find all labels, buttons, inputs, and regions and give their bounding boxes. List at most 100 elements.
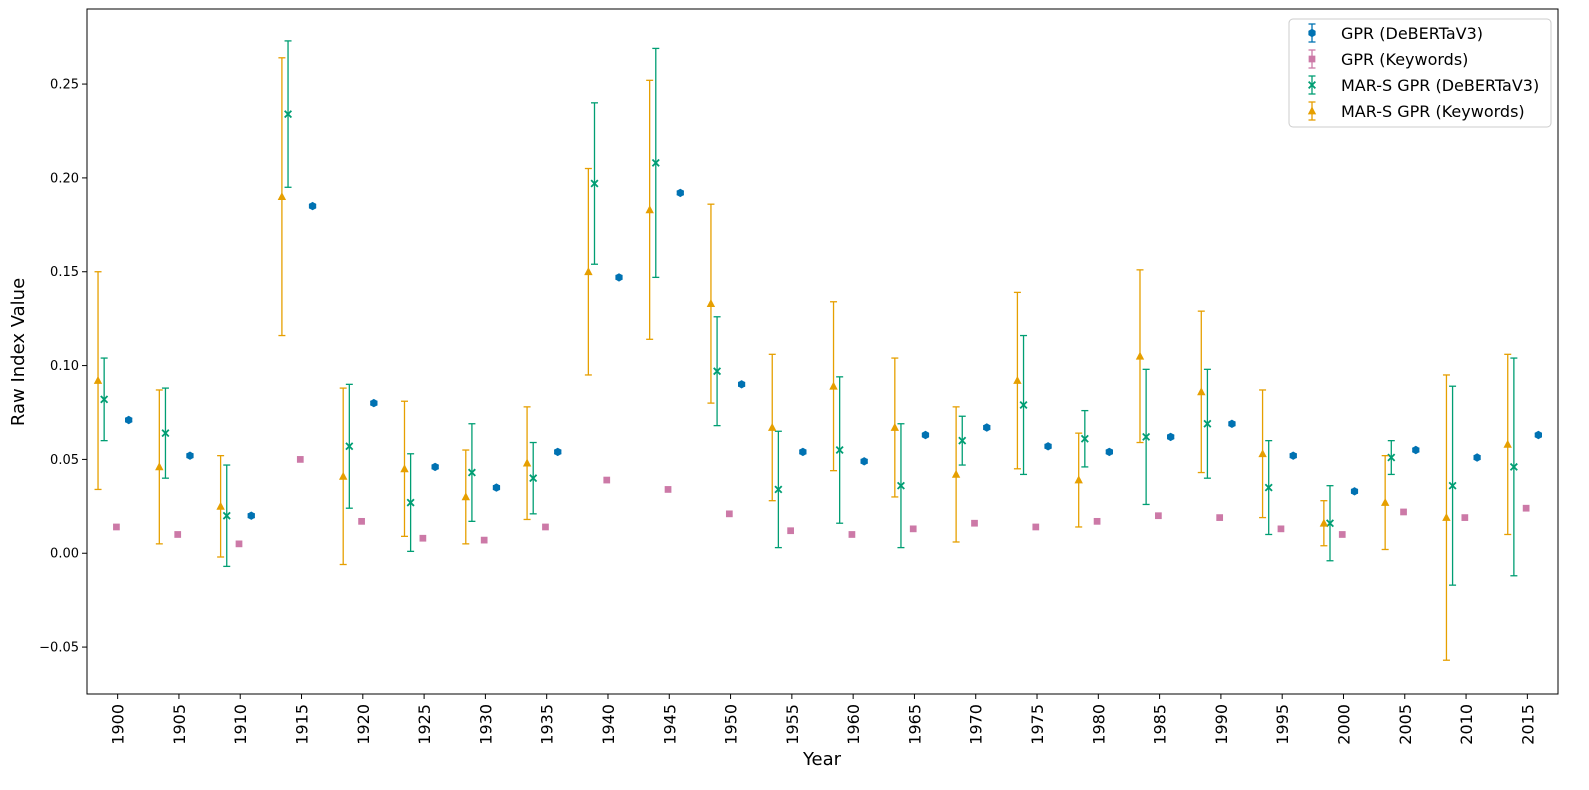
data-point	[890, 357, 899, 498]
x-marker-stroke	[1203, 419, 1212, 428]
triangle-marker	[1503, 439, 1512, 448]
x-marker-stroke	[345, 442, 354, 451]
square-marker	[113, 523, 120, 531]
data-point	[896, 423, 905, 549]
data-point	[1155, 512, 1162, 520]
hexagon-marker	[1350, 487, 1359, 496]
hexagon-marker	[799, 447, 807, 457]
x-marker	[1264, 483, 1273, 492]
plot-frame	[86, 8, 1559, 695]
x-marker	[958, 436, 967, 445]
data-point	[235, 540, 243, 548]
square-marker	[1400, 508, 1407, 516]
x-marker	[713, 367, 722, 376]
data-point	[738, 380, 746, 389]
data-point	[829, 301, 838, 472]
x-tick-label: 1985	[1151, 704, 1170, 745]
data-point	[222, 464, 231, 568]
x-marker-stroke	[958, 436, 967, 445]
data-point	[1032, 523, 1040, 531]
data-point	[216, 455, 225, 558]
x-marker	[529, 474, 538, 483]
data-point	[113, 523, 120, 531]
triangle-marker	[706, 299, 716, 307]
square-marker	[1522, 504, 1530, 512]
x-tick-label: 2000	[1334, 704, 1353, 745]
square-marker	[480, 536, 488, 544]
data-point	[1080, 409, 1089, 468]
square-marker	[1032, 523, 1040, 531]
hexagon-marker	[1228, 419, 1236, 428]
data-point	[529, 441, 538, 515]
x-tick-label: 1980	[1089, 704, 1108, 745]
data-point	[651, 47, 660, 279]
triangle-marker	[951, 469, 961, 478]
square-marker	[909, 525, 917, 533]
x-tick-label: 1970	[967, 704, 986, 745]
legend-label: MAR-S GPR (DeBERTaV3)	[1341, 76, 1539, 95]
data-point	[835, 376, 844, 524]
data-point	[296, 456, 304, 463]
x-marker	[467, 468, 476, 477]
hexagon-marker	[1308, 28, 1316, 38]
triangle-marker	[1381, 498, 1390, 506]
data-point	[1013, 291, 1022, 470]
data-point	[799, 447, 807, 457]
data-point	[186, 451, 194, 460]
data-point	[492, 483, 501, 492]
x-marker	[1308, 81, 1316, 89]
hexagon-marker	[1167, 432, 1175, 442]
y-tick-label: 0.00	[50, 547, 79, 562]
series-mar-s-gpr-keywords	[93, 57, 1512, 661]
data-point	[713, 316, 722, 427]
y-axis: −0.05 0.00 0.05 0.10 0.15 0.20 0.25	[39, 78, 87, 656]
square-marker	[542, 523, 549, 531]
hexagon-marker	[983, 423, 991, 432]
x-marker	[284, 110, 293, 119]
data-point	[1503, 353, 1512, 536]
y-tick-label: 0.25	[50, 78, 79, 93]
data-point	[787, 527, 794, 535]
data-point	[100, 357, 109, 442]
hexagon-marker	[125, 415, 133, 425]
data-point	[1105, 447, 1113, 457]
data-point	[1442, 374, 1451, 661]
hexagon-marker	[1473, 453, 1481, 462]
data-point	[1074, 432, 1083, 528]
triangle-marker	[890, 422, 899, 431]
x-marker	[1080, 434, 1089, 443]
x-marker-stroke	[651, 158, 660, 167]
triangle-marker	[216, 501, 225, 510]
legend-item: MAR-S GPR (DeBERTaV3)	[1308, 75, 1539, 95]
hexagon-marker	[1534, 430, 1542, 440]
triangle-marker	[93, 376, 103, 384]
legend-label: GPR (DeBERTaV3)	[1341, 24, 1483, 43]
square-marker	[848, 531, 856, 538]
data-point	[909, 525, 917, 533]
data-point	[1228, 419, 1236, 428]
square-marker	[603, 476, 611, 484]
x-marker-stroke	[713, 367, 722, 376]
x-marker	[100, 395, 109, 404]
x-marker-stroke	[284, 110, 293, 119]
x-tick-label: 1945	[660, 704, 679, 745]
data-point	[645, 79, 654, 340]
hexagon-marker	[615, 273, 623, 282]
legend-label: MAR-S GPR (Keywords)	[1341, 102, 1525, 121]
data-point	[590, 102, 599, 265]
x-marker	[1019, 400, 1028, 409]
legend-label: GPR (Keywords)	[1341, 50, 1468, 69]
data-point	[1534, 430, 1542, 440]
triangle-marker	[339, 471, 348, 480]
data-point	[284, 40, 293, 188]
data-point	[768, 353, 777, 502]
hexagon-marker	[186, 451, 194, 460]
x-marker-stroke	[529, 474, 538, 483]
legend-item: GPR (Keywords)	[1308, 49, 1468, 69]
x-marker	[590, 179, 599, 188]
x-marker	[1142, 432, 1151, 441]
data-point	[174, 531, 182, 538]
x-axis: 1900 1905 1910 1915 1920 1925 1930 1935 1940 1945…	[109, 694, 1537, 745]
data-point	[247, 511, 255, 520]
